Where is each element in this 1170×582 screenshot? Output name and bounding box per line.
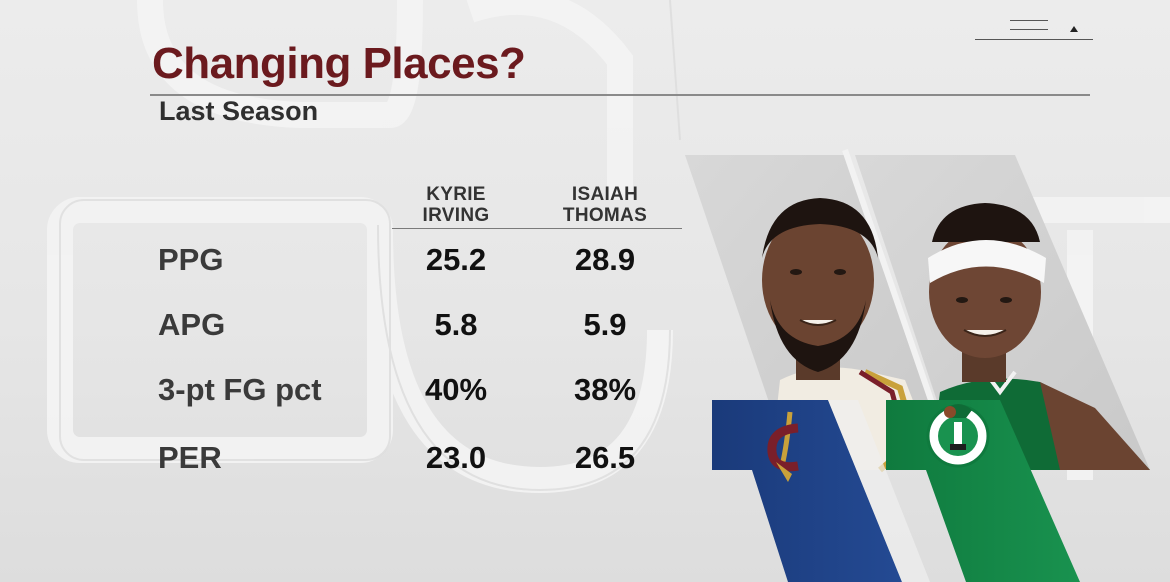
stat-value-irving: 25.2 (425, 242, 487, 277)
menu-icon[interactable] (975, 16, 1093, 42)
stat-value-thomas: 28.9 (574, 242, 636, 277)
column-header-divider (392, 228, 682, 229)
column-header-first-name: KYRIE (426, 184, 486, 205)
stat-value-irving: 5.8 (434, 307, 478, 342)
stat-value-thomas: 26.5 (574, 440, 636, 475)
column-header-last-name: THOMAS (562, 205, 648, 226)
cavaliers-logo-icon (767, 411, 799, 482)
stat-row-3pt-fg-pct: 3-pt FG pct 40% 38% (0, 372, 700, 422)
stat-value-thomas: 38% (573, 372, 637, 407)
player-photo-panel (685, 149, 1150, 582)
stat-label: 3-pt FG pct (158, 372, 322, 407)
graphic-subtitle: Last Season (159, 96, 319, 126)
title-divider (150, 94, 1090, 96)
stat-value-thomas: 5.9 (583, 307, 627, 342)
stat-row-per: PER 23.0 26.5 (0, 440, 700, 490)
column-header-irving: KYRIE IRVING (386, 184, 526, 226)
celtics-logo-icon (926, 404, 990, 468)
stat-label: PER (158, 440, 222, 475)
column-header-last-name: IRVING (422, 205, 490, 226)
column-header-thomas: ISAIAH THOMAS (535, 184, 675, 226)
stat-value-irving: 23.0 (425, 440, 487, 475)
stat-row-apg: APG 5.8 5.9 (0, 307, 700, 357)
stat-label: PPG (158, 242, 224, 277)
column-header-first-name: ISAIAH (571, 184, 639, 205)
stat-label: APG (158, 307, 226, 342)
graphic-title: Changing Places? (152, 39, 526, 88)
stat-value-irving: 40% (424, 372, 488, 407)
stat-row-ppg: PPG 25.2 28.9 (0, 242, 700, 292)
